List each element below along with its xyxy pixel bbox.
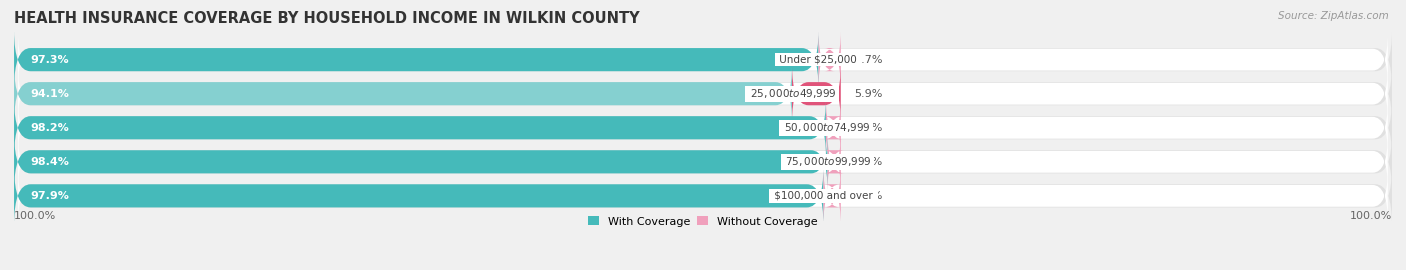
FancyBboxPatch shape	[14, 65, 1392, 123]
FancyBboxPatch shape	[824, 167, 841, 225]
Text: $75,000 to $99,999: $75,000 to $99,999	[782, 155, 873, 168]
Text: 1.8%: 1.8%	[855, 123, 883, 133]
FancyBboxPatch shape	[14, 99, 1392, 157]
FancyBboxPatch shape	[792, 65, 841, 123]
Text: 94.1%: 94.1%	[31, 89, 69, 99]
FancyBboxPatch shape	[18, 67, 1388, 120]
FancyBboxPatch shape	[14, 133, 1392, 191]
FancyBboxPatch shape	[14, 30, 1392, 89]
FancyBboxPatch shape	[14, 167, 1392, 225]
Text: 2.1%: 2.1%	[855, 191, 883, 201]
Text: HEALTH INSURANCE COVERAGE BY HOUSEHOLD INCOME IN WILKIN COUNTY: HEALTH INSURANCE COVERAGE BY HOUSEHOLD I…	[14, 11, 640, 26]
Text: 1.6%: 1.6%	[855, 157, 883, 167]
Text: 5.9%: 5.9%	[855, 89, 883, 99]
Text: 97.3%: 97.3%	[31, 55, 69, 65]
FancyBboxPatch shape	[824, 99, 842, 157]
Text: 98.2%: 98.2%	[31, 123, 69, 133]
Text: $25,000 to $49,999: $25,000 to $49,999	[747, 87, 837, 100]
FancyBboxPatch shape	[18, 169, 1388, 222]
Text: 98.4%: 98.4%	[31, 157, 69, 167]
Text: 97.9%: 97.9%	[31, 191, 69, 201]
Text: Source: ZipAtlas.com: Source: ZipAtlas.com	[1278, 11, 1389, 21]
FancyBboxPatch shape	[18, 101, 1388, 154]
FancyBboxPatch shape	[14, 30, 818, 89]
FancyBboxPatch shape	[14, 133, 828, 191]
FancyBboxPatch shape	[824, 133, 844, 191]
FancyBboxPatch shape	[14, 99, 825, 157]
Text: 100.0%: 100.0%	[1350, 211, 1392, 221]
FancyBboxPatch shape	[18, 135, 1388, 188]
FancyBboxPatch shape	[818, 30, 841, 89]
FancyBboxPatch shape	[14, 167, 824, 225]
Text: Under $25,000: Under $25,000	[776, 55, 860, 65]
Text: 2.7%: 2.7%	[855, 55, 883, 65]
Legend: With Coverage, Without Coverage: With Coverage, Without Coverage	[583, 212, 823, 231]
Text: 100.0%: 100.0%	[14, 211, 56, 221]
FancyBboxPatch shape	[18, 33, 1388, 86]
Text: $50,000 to $74,999: $50,000 to $74,999	[780, 121, 872, 134]
FancyBboxPatch shape	[14, 65, 792, 123]
Text: $100,000 and over: $100,000 and over	[770, 191, 876, 201]
